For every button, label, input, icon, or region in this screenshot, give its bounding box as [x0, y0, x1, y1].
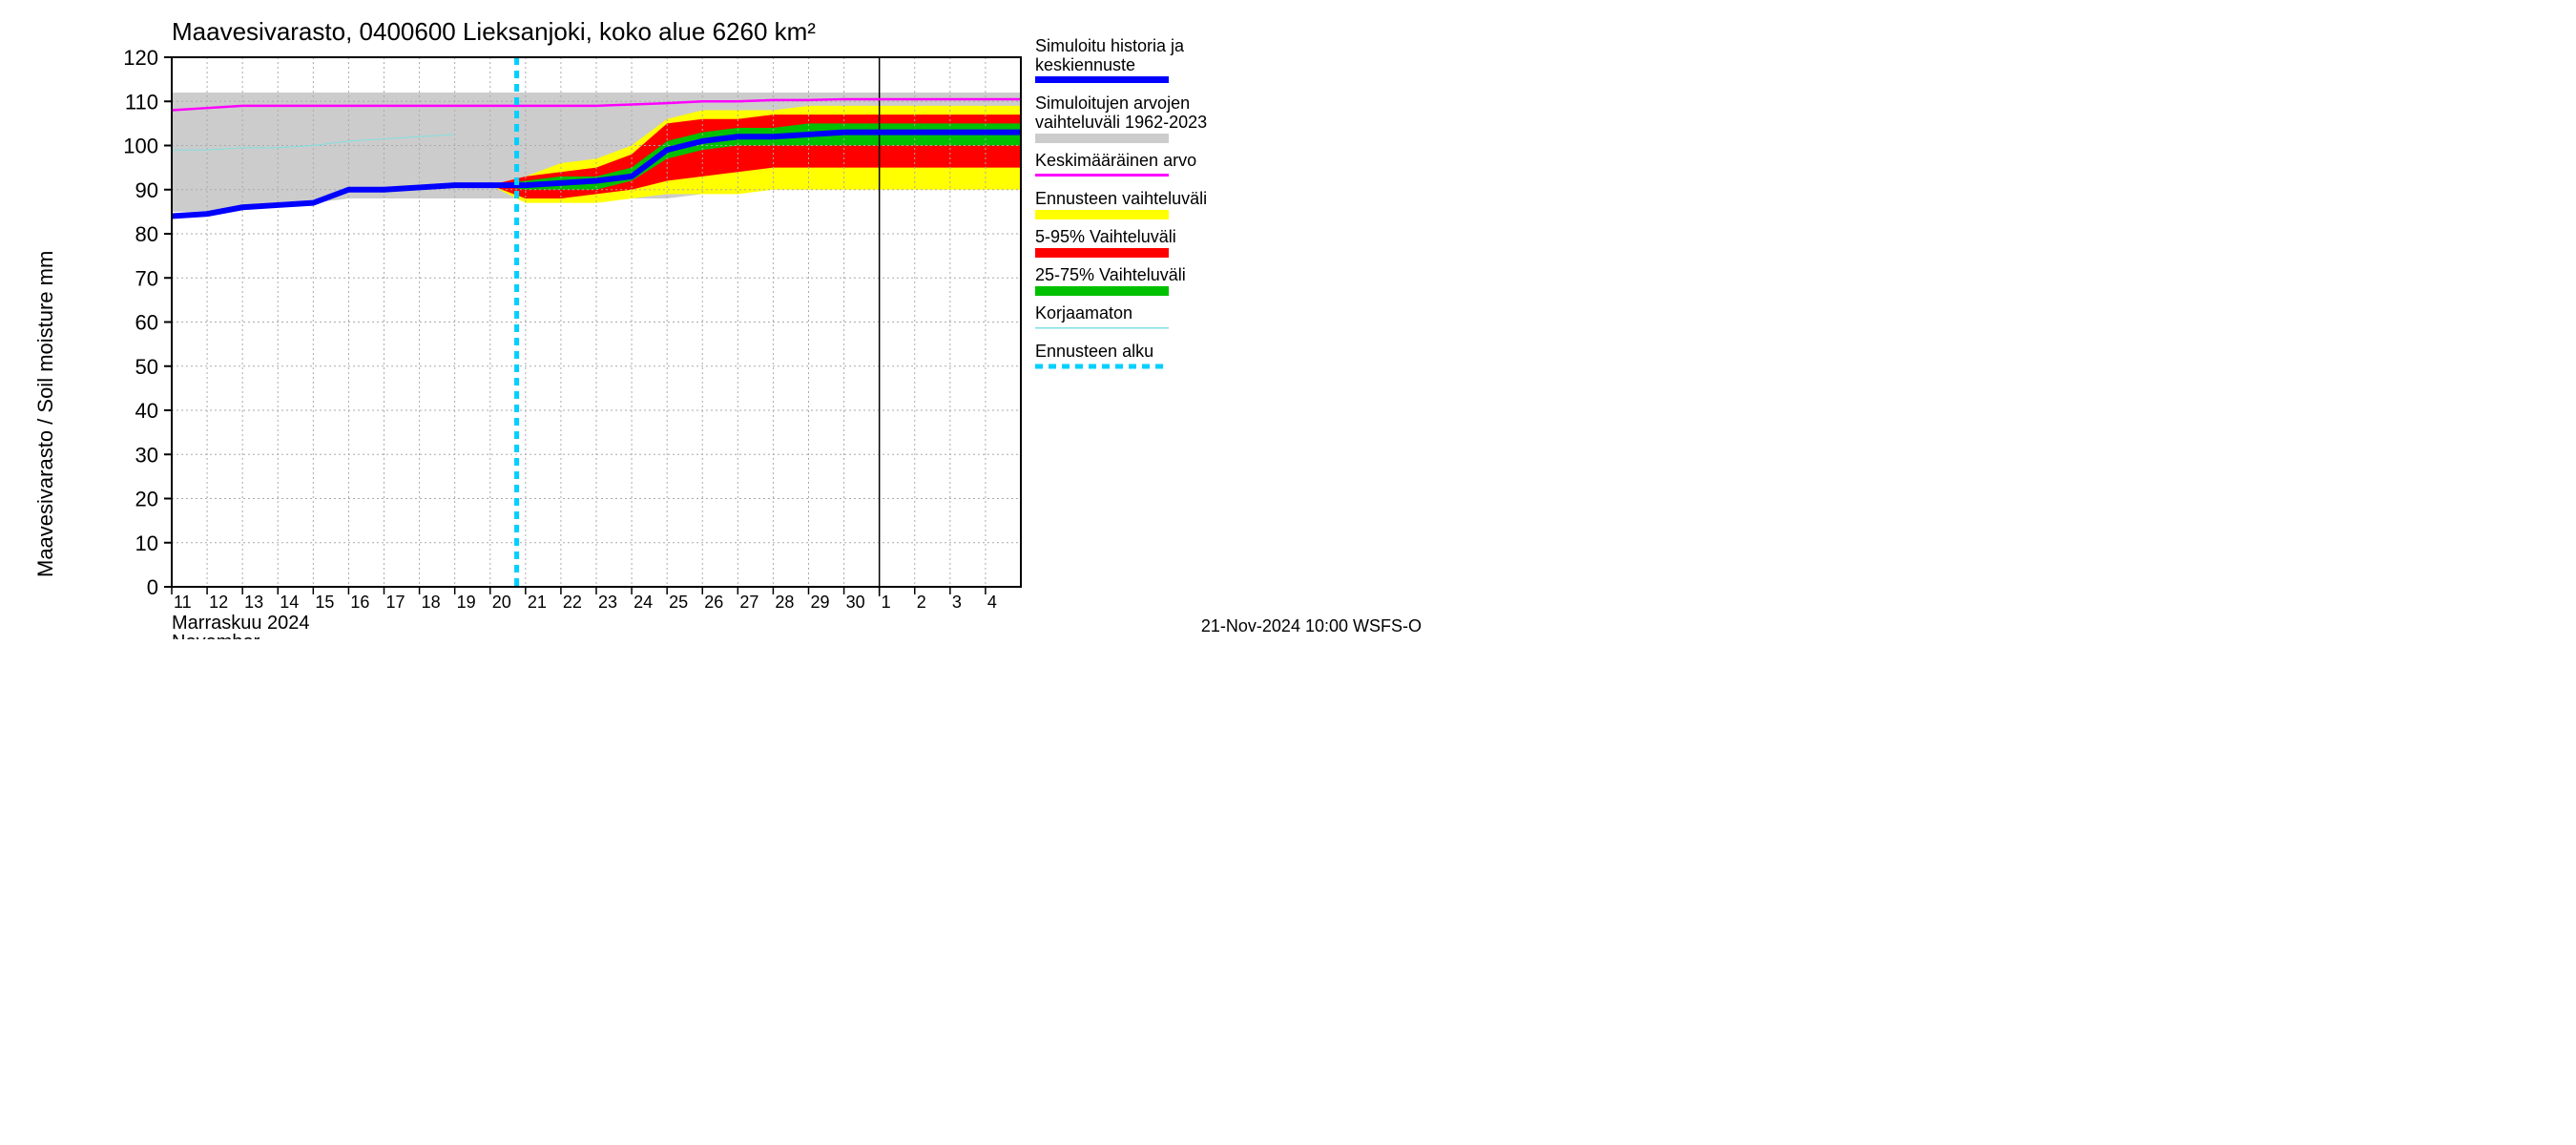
x-tick-label: 19 [457, 593, 476, 612]
legend-swatch [1035, 210, 1169, 219]
y-tick-label: 20 [135, 488, 158, 511]
x-tick-label: 24 [634, 593, 653, 612]
x-tick-label: 3 [952, 593, 962, 612]
legend-label: vaihteluväli 1962-2023 [1035, 113, 1207, 132]
x-tick-label: 26 [704, 593, 723, 612]
y-tick-label: 10 [135, 531, 158, 555]
x-tick-label: 27 [739, 593, 758, 612]
x-tick-label: 2 [917, 593, 926, 612]
x-tick-label: 12 [209, 593, 228, 612]
y-tick-label: 30 [135, 443, 158, 467]
chart-svg: 0102030405060708090100110120111213141516… [0, 0, 1431, 639]
legend-swatch [1035, 76, 1169, 83]
x-tick-label: 1 [882, 593, 891, 612]
y-tick-label: 90 [135, 178, 158, 202]
y-tick-label: 60 [135, 311, 158, 335]
x-tick-label: 22 [563, 593, 582, 612]
y-tick-label: 50 [135, 355, 158, 379]
legend-label: keskiennuste [1035, 55, 1135, 74]
legend-label: Korjaamaton [1035, 303, 1132, 323]
x-tick-label: 23 [598, 593, 617, 612]
x-axis-title-1: Marraskuu 2024 [172, 613, 310, 634]
chart-container: 0102030405060708090100110120111213141516… [0, 0, 1431, 639]
x-tick-label: 21 [528, 593, 547, 612]
x-tick-label: 20 [492, 593, 511, 612]
x-tick-label: 16 [350, 593, 369, 612]
x-tick-label: 15 [315, 593, 334, 612]
x-tick-label: 17 [386, 593, 405, 612]
y-tick-label: 0 [147, 575, 158, 599]
x-tick-label: 11 [174, 593, 192, 612]
y-tick-label: 40 [135, 399, 158, 423]
x-tick-label: 18 [422, 593, 441, 612]
legend-label: 5-95% Vaihteluväli [1035, 227, 1176, 246]
legend-swatch [1035, 248, 1169, 258]
x-tick-label: 14 [280, 593, 299, 612]
legend-label: Ennusteen alku [1035, 342, 1153, 361]
legend-swatch [1035, 286, 1169, 296]
x-tick-label: 30 [846, 593, 865, 612]
y-axis-label: Maavesivarasto / Soil moisture mm [33, 251, 57, 577]
y-tick-label: 100 [123, 135, 158, 158]
chart-title: Maavesivarasto, 0400600 Lieksanjoki, kok… [172, 17, 816, 46]
x-axis-title-2: November [172, 632, 260, 639]
legend-swatch [1035, 174, 1169, 177]
legend-label: Ennusteen vaihteluväli [1035, 189, 1207, 208]
footer-timestamp: 21-Nov-2024 10:00 WSFS-O [1201, 616, 1422, 635]
x-tick-label: 4 [987, 593, 997, 612]
legend-label: Keskimääräinen arvo [1035, 151, 1196, 170]
legend-label: Simuloitujen arvojen [1035, 94, 1190, 113]
legend-label: 25-75% Vaihteluväli [1035, 265, 1186, 284]
x-tick-label: 25 [669, 593, 688, 612]
x-tick-label: 29 [811, 593, 830, 612]
y-tick-label: 70 [135, 266, 158, 290]
y-tick-label: 110 [125, 90, 158, 114]
legend-swatch [1035, 327, 1169, 329]
y-tick-label: 80 [135, 222, 158, 246]
x-tick-label: 28 [775, 593, 794, 612]
legend-swatch [1035, 134, 1169, 143]
x-tick-label: 13 [244, 593, 263, 612]
y-tick-label: 120 [123, 46, 158, 70]
legend-label: Simuloitu historia ja [1035, 36, 1185, 55]
